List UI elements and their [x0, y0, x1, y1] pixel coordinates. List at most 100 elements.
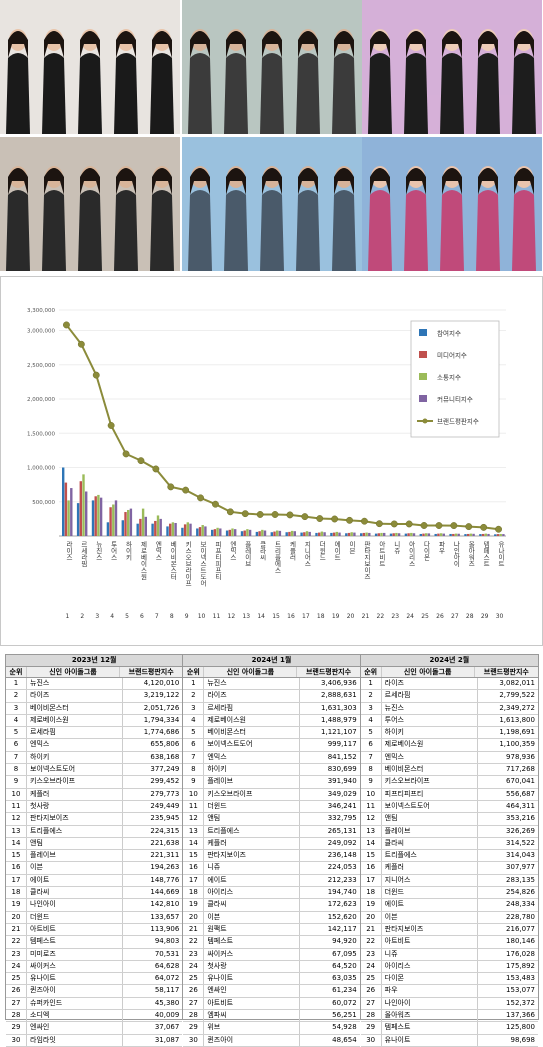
bar-참여지수 — [91, 500, 95, 536]
rank-cell: 2 — [183, 690, 205, 702]
ranking-table: 2024년 1월 순위 신인 아이돌그룹 브랜드평판지수 1 뉴진스 3,406,936 2 라… — [183, 655, 361, 1047]
y-tick-label: 2,500,000 — [27, 363, 55, 369]
group-name-cell: 원팩트 — [204, 923, 301, 936]
table-row: 14 앤팀 221,638 — [6, 837, 183, 851]
score-cell: 70,531 — [154, 949, 180, 958]
score-cell: 54,928 — [332, 1023, 357, 1032]
group-name-cell: 케플러 — [382, 862, 478, 874]
bar-미디어지수 — [452, 533, 455, 536]
rank-cell: 22 — [183, 936, 205, 948]
group-name-cell: 파우 — [382, 985, 478, 997]
rank-cell: 6 — [361, 739, 382, 751]
table-row: 25 유나이트 63,035 — [183, 973, 360, 986]
person-figure — [440, 166, 464, 271]
x-category-label: 투어스 — [109, 541, 117, 561]
bar-미디어지수 — [228, 529, 231, 536]
rank-cell: 16 — [183, 862, 205, 874]
group-name-cell: 키스오브라이프 — [27, 776, 123, 788]
bar-커뮤니티지수 — [129, 508, 133, 536]
score-cell: 58,117 — [154, 986, 180, 995]
group-name-cell: 앤팀 — [27, 837, 123, 850]
rank-cell: 14 — [183, 837, 205, 850]
table-row: 2 라이즈 3,219,122 — [6, 690, 183, 703]
rank-cell: 20 — [6, 911, 27, 923]
rank-cell: 5 — [183, 727, 205, 739]
bar-참여지수 — [255, 531, 259, 536]
table-row: 16 케플러 307,977 — [360, 862, 538, 875]
group-name-cell: 아트비트 — [204, 997, 301, 1010]
legend-label: 커뮤니티지수 — [437, 395, 473, 404]
rank-cell: 12 — [183, 813, 205, 825]
score-cell: 1,121,107 — [321, 728, 357, 737]
group-name-cell: 라임라잇 — [27, 1034, 123, 1046]
person-figure — [6, 166, 30, 271]
ranking-table: 2024년 2월 순위 신인 아이돌그룹 브랜드평판지수 1 라이즈 3,082,011 2 르… — [360, 655, 538, 1047]
rank-cell: 26 — [183, 985, 205, 997]
rank-cell: 25 — [6, 973, 27, 985]
group-name-cell: 이븐 — [382, 911, 478, 923]
x-category-label: 케플러 — [288, 541, 296, 562]
table-row: 10 피프티피프티 556,687 — [360, 788, 538, 801]
table-row: 23 싸이커스 67,095 — [183, 948, 360, 961]
x-category-label: 유나이트 — [497, 541, 505, 567]
bar-미디어지수 — [169, 523, 172, 536]
table-row: 24 싸이커스 64,628 — [6, 960, 183, 974]
group-name-cell: 이븐 — [204, 911, 301, 923]
table-row: 25 유나이트 64,072 — [6, 973, 183, 986]
bar-미디어지수 — [303, 532, 306, 536]
table-row: 18 아이리스 194,740 — [183, 887, 360, 900]
bar-미디어지수 — [198, 527, 202, 536]
table-header: 순위 신인 아이돌그룹 브랜드평판지수 — [360, 667, 538, 678]
chart-svg: 3,300,000 3,000,000 2,500,000 2,000,000 1,50… — [27, 308, 506, 620]
score-cell: 94,920 — [332, 937, 357, 946]
rank-cell: 11 — [361, 800, 382, 813]
group-name-cell: 나인아이 — [27, 899, 123, 911]
group-name-cell: 보이넥스트도어 — [204, 739, 301, 751]
bar-소통지수 — [97, 494, 100, 536]
line-point — [331, 515, 339, 523]
bar-소통지수 — [141, 508, 145, 536]
person-figure — [188, 29, 212, 134]
y-tick-label: 1,500,000 — [27, 431, 55, 437]
rank-cell: 24 — [6, 960, 27, 973]
group-name-cell: 에이트 — [204, 874, 301, 887]
group-name-cell: 제로베이스원 — [382, 739, 478, 751]
table-row: 9 키스오브라이프 670,041 — [360, 776, 538, 789]
rank-cell: 20 — [361, 911, 382, 923]
bar-미디어지수 — [94, 496, 97, 536]
bar-커뮤니티지수 — [323, 532, 326, 536]
group-name-cell: 클라씨 — [382, 837, 478, 850]
rank-cell: 9 — [361, 776, 382, 788]
ranking-table: 2023년 12월 순위 신인 아이돌그룹 브랜드평판지수 1 뉴진스 4,120,010 2… — [6, 655, 184, 1047]
bar-참여지수 — [76, 503, 80, 536]
group-name-cell: 클라씨 — [204, 899, 301, 911]
person-figure — [296, 166, 320, 271]
rank-cell: 30 — [361, 1034, 382, 1046]
group-name-cell: 플레이브 — [204, 776, 301, 788]
table-row: 9 플레이브 391,940 — [183, 776, 360, 789]
bar-참여지수 — [62, 467, 65, 536]
rank-cell: 7 — [6, 751, 27, 764]
rank-cell: 19 — [6, 899, 27, 911]
bar-커뮤니티지수 — [174, 522, 177, 536]
score-cell: 349,029 — [327, 789, 357, 798]
table-row: 24 아이리스 175,892 — [360, 960, 538, 974]
rank-cell: 3 — [183, 702, 205, 714]
x-category-label: 에이트 — [333, 540, 341, 561]
score-cell: 180,146 — [506, 937, 535, 946]
score-cell: 37,067 — [154, 1023, 180, 1032]
group-name-cell: 피프티피프티 — [382, 788, 478, 800]
x-category-label: 엔믹스 — [154, 540, 162, 561]
bar-참여지수 — [419, 533, 422, 536]
bar-소통지수 — [454, 533, 458, 536]
bar-미디어지수 — [437, 533, 440, 536]
score-cell: 153,077 — [506, 986, 535, 995]
bar-소통지수 — [127, 509, 130, 536]
legend-swatch — [419, 351, 427, 358]
group-name-cell: 템페스트 — [382, 1022, 478, 1034]
group-name-cell: 엔싸인 — [204, 985, 301, 997]
score-cell: 670,041 — [506, 777, 535, 786]
x-category-label: 르세라핌 — [79, 541, 87, 568]
group-name-cell: 아이리스 — [382, 960, 478, 973]
rank-cell: 6 — [6, 739, 27, 751]
